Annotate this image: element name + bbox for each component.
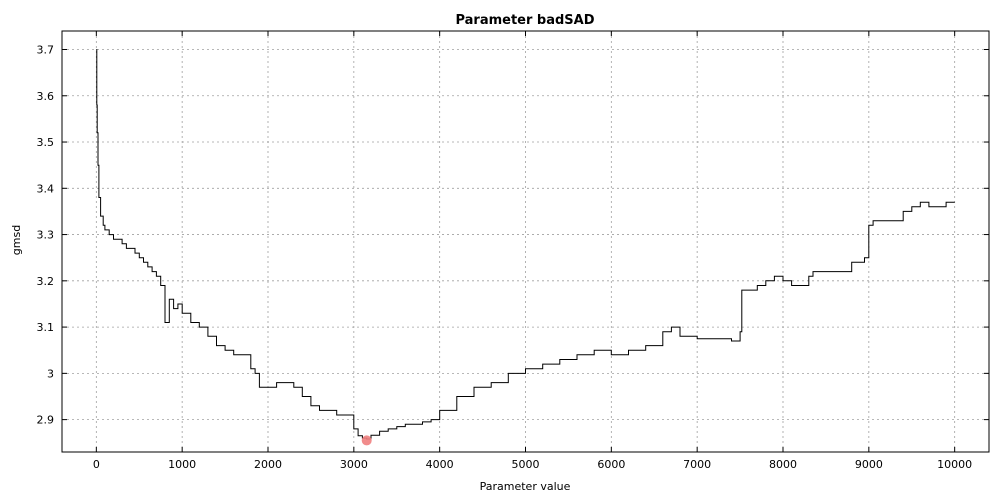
x-tick-label: 4000	[426, 458, 454, 471]
x-tick-label: 2000	[254, 458, 282, 471]
y-tick-label: 3.4	[37, 182, 55, 195]
y-tick-label: 3.7	[37, 44, 55, 57]
y-tick-label: 3.6	[37, 90, 55, 103]
y-tick-label: 3.5	[37, 136, 55, 149]
y-tick-label: 3	[47, 367, 54, 380]
y-tick-label: 3.2	[37, 275, 55, 288]
x-tick-label: 3000	[340, 458, 368, 471]
x-tick-label: 10000	[937, 458, 972, 471]
x-tick-label: 8000	[769, 458, 797, 471]
grid	[62, 31, 989, 452]
chart-title: Parameter badSAD	[455, 13, 594, 28]
y-tick-label: 3.1	[37, 321, 55, 334]
x-tick-label: 1000	[168, 458, 196, 471]
x-tick-label: 0	[93, 458, 100, 471]
y-tick-label: 2.9	[37, 414, 55, 427]
x-axis-label: Parameter value	[480, 480, 571, 493]
y-axis-label: gmsd	[10, 225, 23, 255]
series-layer	[96, 49, 955, 446]
y-tick-label: 3.3	[37, 229, 55, 242]
x-tick-label: 9000	[855, 458, 883, 471]
minimum-marker	[361, 435, 372, 446]
series-line	[96, 49, 955, 440]
x-tick-label: 5000	[512, 458, 540, 471]
x-tick-label: 7000	[683, 458, 711, 471]
axis-ticks: 0 1000 2000 3000 4000 5000 6000 7000 8000 9000 100…	[37, 31, 989, 471]
x-tick-label: 6000	[597, 458, 625, 471]
